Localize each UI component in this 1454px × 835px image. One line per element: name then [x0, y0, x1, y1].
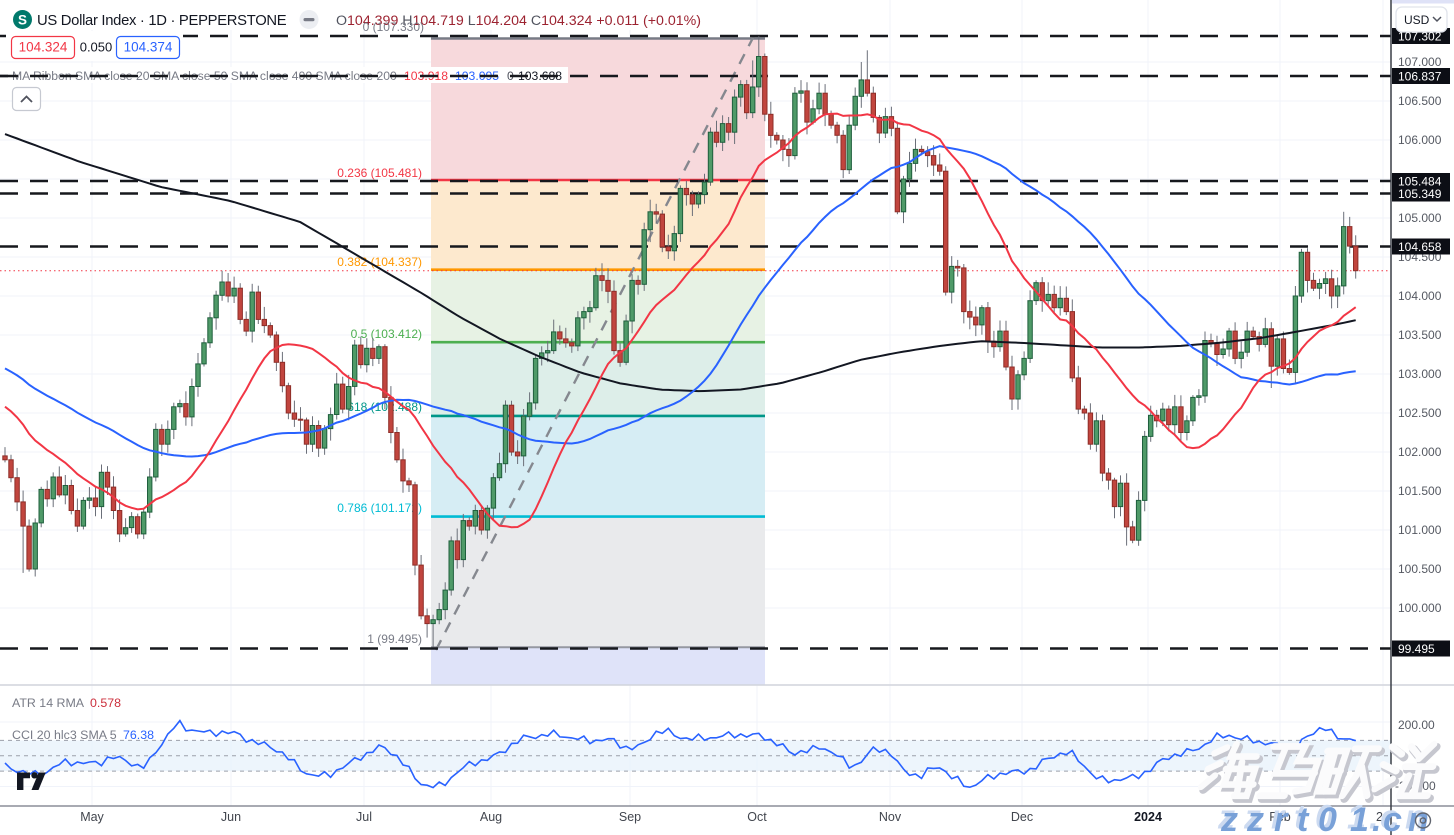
- svg-text:104.000: 104.000: [1398, 289, 1442, 303]
- svg-text:103.095: 103.095: [455, 69, 499, 83]
- svg-text:106.837: 106.837: [1398, 70, 1442, 84]
- svg-text:104.324: 104.324: [19, 40, 68, 55]
- svg-text:99.495: 99.495: [1398, 642, 1435, 656]
- svg-text:0.5 (103.412): 0.5 (103.412): [351, 327, 422, 341]
- svg-text:0: 0: [1318, 801, 1337, 835]
- svg-text:1: 1: [1350, 801, 1369, 835]
- svg-text:Jul: Jul: [356, 810, 372, 824]
- svg-text:1: 1: [1347, 799, 1366, 835]
- svg-text:0.382 (104.337): 0.382 (104.337): [337, 255, 422, 269]
- svg-text:102.500: 102.500: [1398, 406, 1442, 420]
- svg-text:Sep: Sep: [619, 810, 641, 824]
- svg-text:Aug: Aug: [480, 810, 502, 824]
- svg-text:n: n: [1405, 799, 1426, 835]
- svg-text:r: r: [1271, 799, 1286, 835]
- svg-text:105.000: 105.000: [1398, 211, 1442, 225]
- svg-text:May: May: [80, 810, 104, 824]
- svg-text:n: n: [1408, 801, 1429, 835]
- svg-text:100.500: 100.500: [1398, 562, 1442, 576]
- svg-text:104.658: 104.658: [1398, 240, 1442, 254]
- svg-text:103.500: 103.500: [1398, 328, 1442, 342]
- svg-text:MA Ribbon SMA close 20 SMA clo: MA Ribbon SMA close 20 SMA close 50 SMA …: [12, 69, 397, 83]
- svg-text:103.000: 103.000: [1398, 367, 1442, 381]
- svg-text:107.000: 107.000: [1398, 55, 1442, 69]
- svg-text:c: c: [1383, 801, 1402, 835]
- svg-text:105.484: 105.484: [1398, 175, 1442, 189]
- svg-text:z: z: [1246, 801, 1264, 835]
- svg-text:t: t: [1297, 801, 1310, 835]
- svg-text:Feb: Feb: [1269, 810, 1291, 824]
- svg-text:c: c: [1380, 799, 1399, 835]
- svg-text:ATR 14 RMA: ATR 14 RMA: [12, 696, 85, 710]
- svg-text:z: z: [1220, 801, 1238, 835]
- svg-text:100.000: 100.000: [1398, 601, 1442, 615]
- svg-text:Oct: Oct: [747, 810, 767, 824]
- svg-text:76.38: 76.38: [123, 728, 154, 742]
- svg-text:t: t: [1294, 799, 1307, 835]
- svg-text:0.050: 0.050: [80, 40, 113, 55]
- svg-text:105.349: 105.349: [1398, 187, 1442, 201]
- svg-text:0.578: 0.578: [90, 696, 121, 710]
- svg-text:.: .: [1369, 799, 1378, 835]
- svg-text:1 (99.495): 1 (99.495): [367, 632, 422, 646]
- svg-text:0 (107.330): 0 (107.330): [363, 20, 424, 34]
- svg-text:r: r: [1274, 801, 1289, 835]
- svg-text:0.236 (105.481): 0.236 (105.481): [337, 166, 422, 180]
- svg-text:Nov: Nov: [879, 810, 902, 824]
- svg-text:z: z: [1243, 799, 1261, 835]
- svg-text:200.00: 200.00: [1398, 718, 1435, 732]
- svg-text:US Dollar Index · 1D · PEPPERS: US Dollar Index · 1D · PEPPERSTONE: [37, 13, 287, 29]
- svg-text:26: 26: [1376, 810, 1390, 824]
- svg-text:106.500: 106.500: [1398, 94, 1442, 108]
- svg-text:.: .: [1372, 801, 1381, 835]
- svg-text:0.786 (101.172): 0.786 (101.172): [337, 501, 422, 515]
- svg-text:2024: 2024: [1134, 810, 1162, 824]
- svg-text:104.374: 104.374: [124, 40, 173, 55]
- svg-text:O104.399 H104.719 L104.204 C10: O104.399 H104.719 L104.204 C104.324 +0.0…: [336, 13, 701, 29]
- svg-text:CCI 20 hlc3 SMA 5: CCI 20 hlc3 SMA 5: [12, 728, 117, 742]
- svg-text:101.500: 101.500: [1398, 484, 1442, 498]
- svg-text:102.000: 102.000: [1398, 445, 1442, 459]
- svg-text:106.000: 106.000: [1398, 133, 1442, 147]
- svg-text:Dec: Dec: [1011, 810, 1033, 824]
- svg-text:z: z: [1217, 799, 1235, 835]
- svg-text:USD: USD: [1404, 13, 1430, 27]
- svg-text:107.302: 107.302: [1398, 30, 1442, 44]
- svg-text:S: S: [18, 13, 27, 28]
- svg-text:Jun: Jun: [221, 810, 241, 824]
- svg-text:0: 0: [1315, 799, 1334, 835]
- svg-text:101.000: 101.000: [1398, 523, 1442, 537]
